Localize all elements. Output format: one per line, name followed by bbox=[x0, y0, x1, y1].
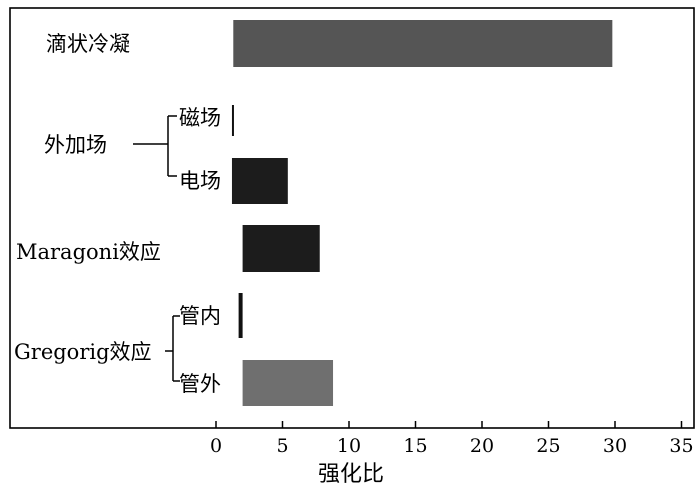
bars-layer bbox=[231, 20, 613, 406]
x-tick-label: 30 bbox=[603, 435, 627, 457]
bracket-external-field bbox=[133, 115, 177, 177]
label-magnetic-field: 磁场 bbox=[179, 106, 221, 130]
label-gregorig-effect-group: Gregorig效应 bbox=[14, 340, 152, 364]
x-tick-label: 10 bbox=[337, 435, 361, 457]
label-electric-field: 电场 bbox=[179, 169, 221, 193]
bar-1 bbox=[231, 105, 234, 136]
x-axis-ticks: 0 5 10 15 20 25 30 35 bbox=[210, 421, 694, 457]
x-tick-label: 15 bbox=[403, 435, 427, 457]
bracket-gregorig-effect bbox=[165, 315, 180, 382]
x-tick-label: 0 bbox=[210, 435, 222, 457]
x-tick-label: 20 bbox=[470, 435, 494, 457]
bar-5 bbox=[242, 360, 334, 406]
plot-frame bbox=[9, 7, 695, 429]
label-marangoni-effect: Maragoni效应 bbox=[16, 240, 161, 264]
label-inside-tube: 管内 bbox=[179, 304, 221, 328]
x-tick-label: 5 bbox=[276, 435, 288, 457]
bar-3 bbox=[242, 225, 320, 272]
label-outside-tube: 管外 bbox=[179, 372, 221, 396]
x-tick-label: 25 bbox=[536, 435, 560, 457]
bar-2 bbox=[231, 158, 288, 204]
label-drop-condensation: 滴状冷凝 bbox=[46, 32, 130, 56]
bar-0 bbox=[233, 20, 613, 67]
label-external-field-group: 外加场 bbox=[44, 133, 107, 157]
bar-4 bbox=[238, 293, 243, 338]
x-axis-label: 强化比 bbox=[318, 462, 384, 487]
x-tick-label: 35 bbox=[669, 435, 693, 457]
